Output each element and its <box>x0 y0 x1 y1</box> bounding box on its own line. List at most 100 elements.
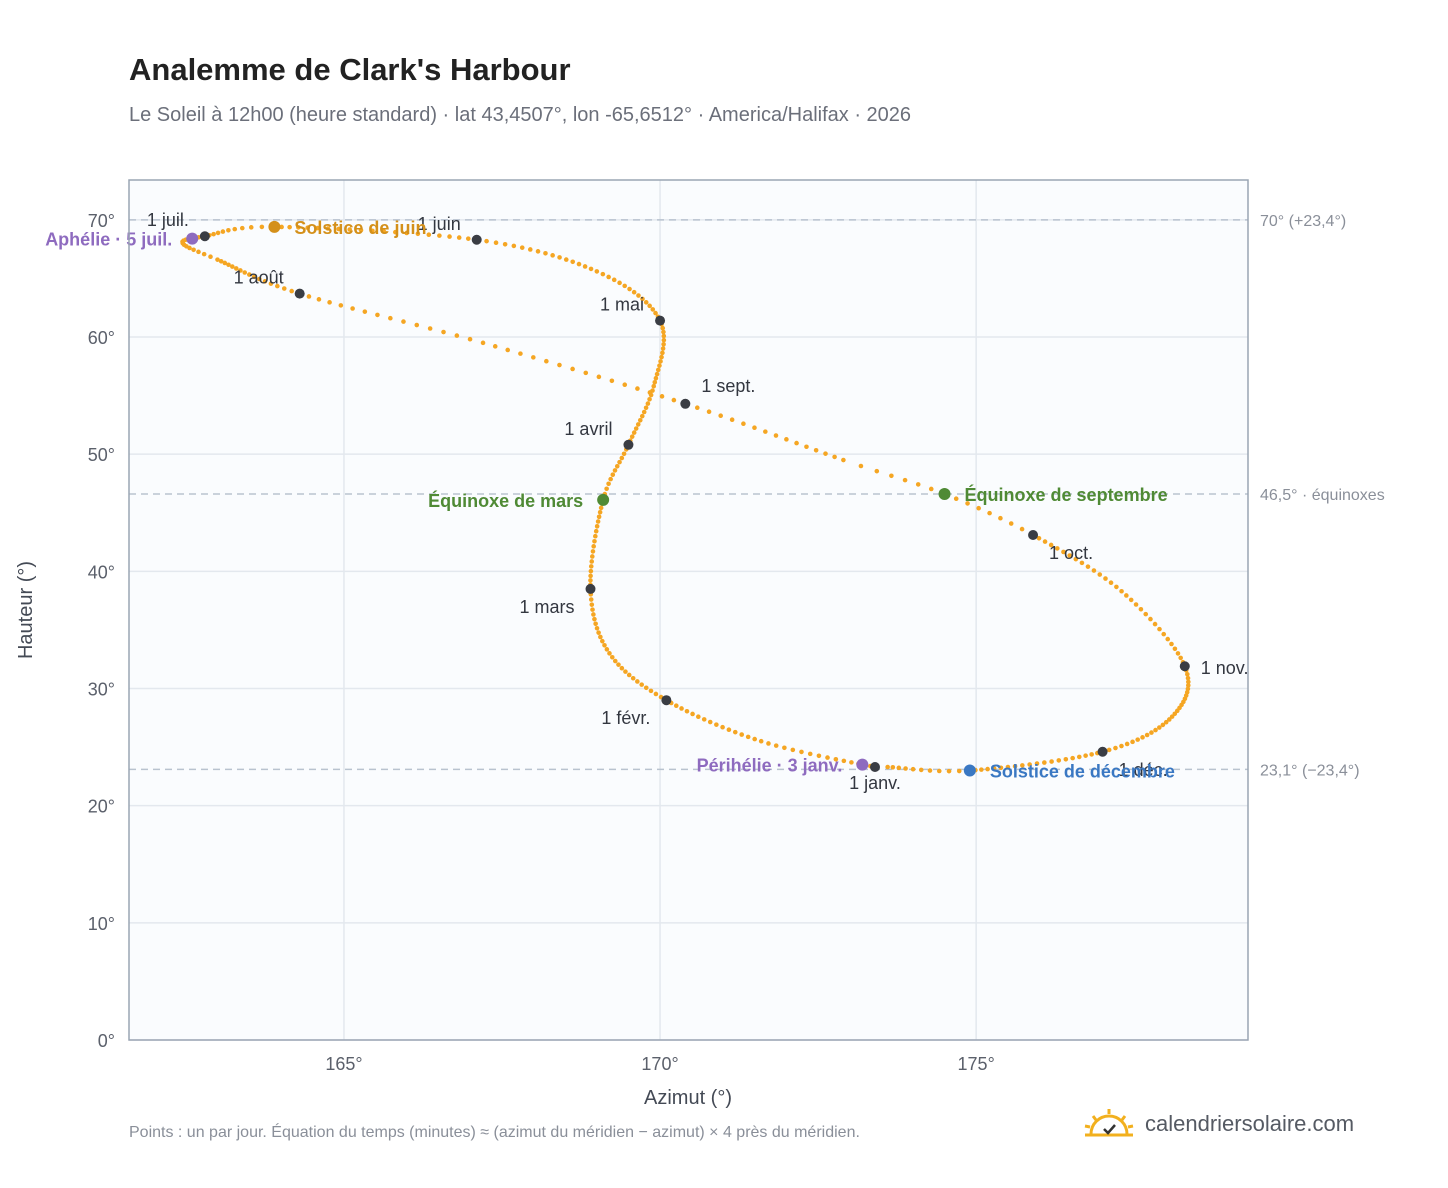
daily-point <box>956 768 962 774</box>
daily-point <box>1124 741 1130 747</box>
chart-subtitle: Le Soleil à 12h00 (heure standard) · lat… <box>129 104 912 126</box>
daily-point <box>617 459 622 465</box>
daily-point <box>600 638 605 644</box>
reference-lines: 70° (+23,4°) 46,5° · équinoxes 23,1° (−23,… <box>129 213 1385 779</box>
daily-point <box>991 766 997 771</box>
daily-point <box>741 421 746 427</box>
daily-point <box>1076 754 1082 760</box>
daily-point <box>874 468 880 474</box>
daily-point <box>502 241 508 247</box>
daily-point <box>608 476 613 482</box>
daily-point <box>196 249 201 255</box>
daily-point <box>589 559 595 564</box>
daily-point <box>594 269 600 274</box>
daily-point <box>594 625 600 631</box>
daily-point <box>592 538 597 544</box>
daily-point <box>595 519 601 524</box>
y-tick-label: 40° <box>88 562 115 582</box>
daily-point <box>604 486 609 492</box>
daily-point <box>1144 732 1150 738</box>
daily-point <box>671 397 677 403</box>
month-marker-label: 1 déc. <box>1119 760 1168 780</box>
daily-point <box>635 422 641 427</box>
daily-point <box>720 724 725 730</box>
daily-point <box>918 767 924 773</box>
daily-point <box>511 243 517 249</box>
daily-point <box>648 688 654 694</box>
daily-point <box>706 409 712 414</box>
daily-point <box>739 732 745 737</box>
daily-point <box>338 303 344 308</box>
daily-point <box>696 714 701 719</box>
daily-point <box>885 764 890 770</box>
daily-point <box>659 394 665 399</box>
daily-point <box>531 355 536 360</box>
daily-point <box>262 279 268 284</box>
month-marker-label: 1 mai <box>600 295 644 315</box>
y-tick-label: 10° <box>88 914 115 934</box>
daily-point <box>275 283 280 289</box>
daily-point <box>1063 757 1069 762</box>
daily-point <box>661 329 666 335</box>
daily-point <box>773 743 779 748</box>
daily-point <box>1106 747 1112 753</box>
month-marker-label: 1 janv. <box>849 773 901 793</box>
daily-point <box>289 288 294 294</box>
daily-point <box>1119 743 1124 749</box>
daily-point <box>660 325 666 331</box>
daily-point <box>782 745 787 751</box>
daily-point <box>1128 597 1134 603</box>
grid <box>129 180 1248 1041</box>
daily-point <box>804 444 809 450</box>
daily-point <box>1185 675 1191 681</box>
daily-point <box>220 229 226 234</box>
event-label: Équinoxe de mars <box>428 490 583 511</box>
month-marker-label: 1 juin <box>418 214 461 234</box>
daily-point <box>657 363 662 368</box>
event-label: Solstice de décembre <box>990 762 1175 782</box>
daily-point <box>627 286 632 292</box>
daily-point <box>611 277 617 283</box>
daily-point <box>1055 546 1060 551</box>
daily-point <box>316 297 322 302</box>
daily-point <box>1036 535 1042 541</box>
daily-point <box>766 741 771 746</box>
daily-point <box>401 319 406 324</box>
daily-point <box>617 280 622 286</box>
month-marker-label: 1 sept. <box>701 376 755 396</box>
daily-point <box>652 379 658 385</box>
daily-point <box>1133 602 1139 607</box>
daily-point <box>661 333 667 339</box>
event-label: Aphélie · 5 juil. <box>45 230 172 250</box>
daily-point <box>609 654 615 660</box>
daily-point <box>640 296 645 302</box>
daily-point <box>358 227 364 233</box>
daily-point <box>1175 651 1181 656</box>
daily-point <box>635 679 640 684</box>
daily-point <box>745 734 751 740</box>
daily-point <box>660 346 666 351</box>
daily-point <box>896 765 902 771</box>
daily-point <box>679 706 684 711</box>
daily-point <box>583 370 589 376</box>
daily-point <box>215 257 220 262</box>
daily-point <box>635 386 640 391</box>
month-marker-label: 1 avril <box>564 419 612 439</box>
daily-point <box>1020 763 1025 768</box>
daily-point <box>1143 611 1149 617</box>
daily-point <box>535 249 541 254</box>
daily-point <box>641 409 647 415</box>
daily-point <box>655 367 661 373</box>
daily-point <box>622 283 627 289</box>
daily-point <box>590 549 596 554</box>
event-label: Solstice de juin <box>294 218 426 238</box>
month-marker-label: 1 nov. <box>1201 658 1249 678</box>
brand[interactable]: calendriersolaire.com <box>1083 1102 1354 1146</box>
month-marker-label: 1 juil. <box>147 210 189 230</box>
daily-point <box>653 691 659 697</box>
daily-point <box>1070 755 1075 761</box>
daily-point <box>653 310 658 316</box>
daily-point <box>596 630 601 635</box>
daily-point <box>1048 542 1054 548</box>
daily-point <box>631 289 637 295</box>
